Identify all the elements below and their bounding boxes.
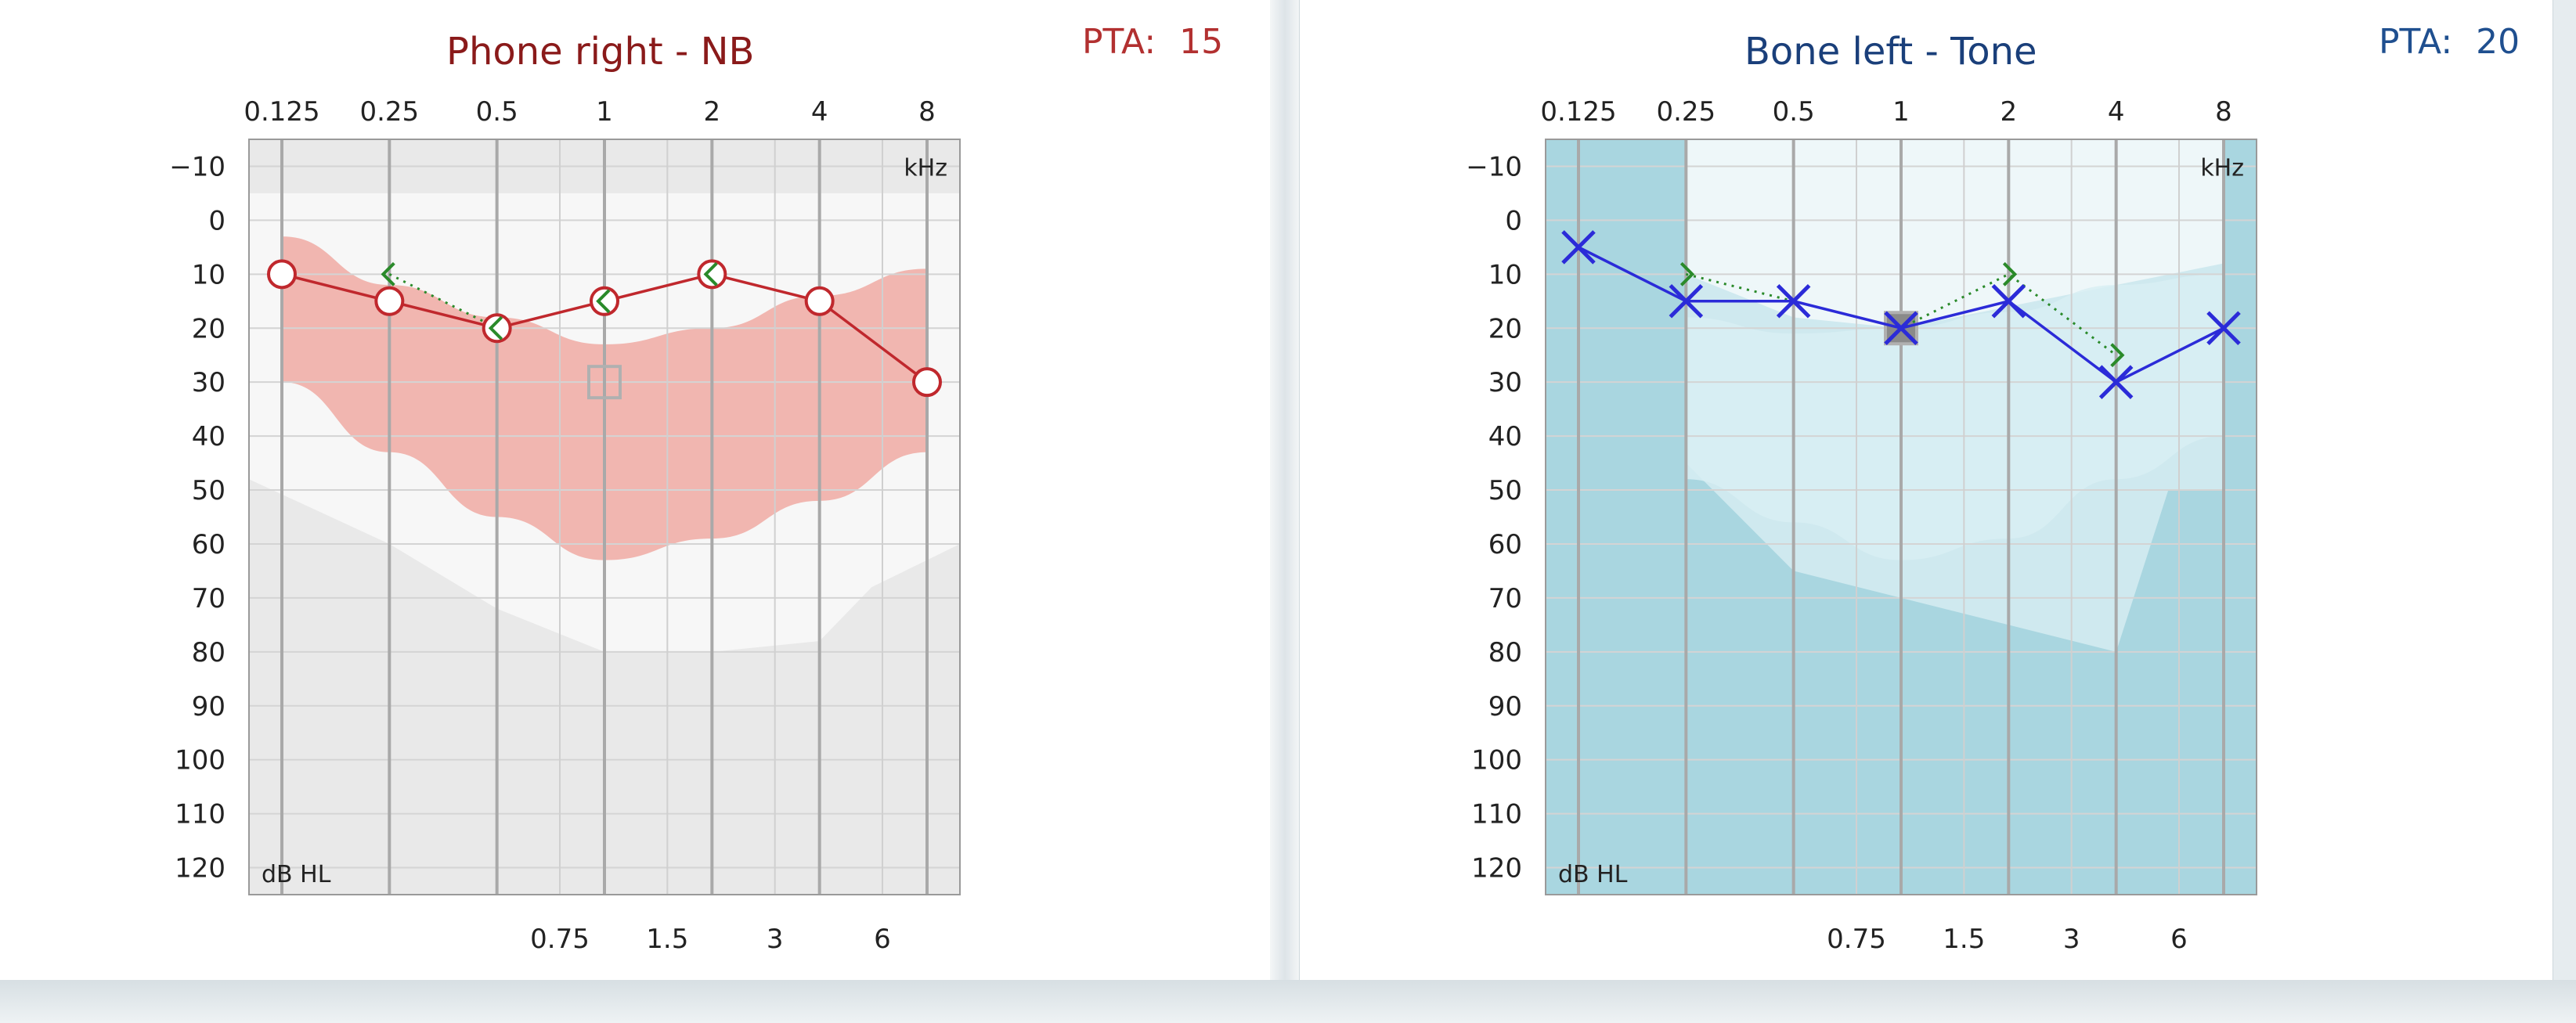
y-tick-label: 70 (1488, 583, 1522, 614)
threshold-marker-cross (1884, 311, 1918, 346)
y-tick-label: 20 (192, 313, 225, 344)
x-tick-label-bottom: 3 (2063, 924, 2080, 955)
x-tick-label-bottom: 3 (767, 924, 784, 955)
pta-value: 20 (2476, 22, 2520, 62)
pta-readout-right-ear: PTA: 15 (1082, 22, 1223, 62)
threshold-marker-circle (590, 286, 619, 316)
x-tick-label-top: 8 (2215, 96, 2232, 128)
masked-threshold-marker (2110, 343, 2125, 368)
x-tick-label-top: 0.125 (1540, 96, 1616, 128)
masked-threshold-marker (381, 261, 395, 286)
threshold-marker-circle (804, 286, 835, 316)
y-tick-label: 90 (192, 691, 225, 722)
y-tick-label: 0 (208, 205, 225, 236)
pta-label: PTA: (1082, 22, 1156, 62)
y-tick-label: 90 (1488, 691, 1522, 722)
y-tick-label: 10 (1488, 259, 1522, 290)
pta-label: PTA: (2379, 22, 2453, 62)
threshold-marker-circle (482, 313, 512, 344)
y-tick-label: 110 (1471, 799, 1522, 830)
threshold-marker-circle (267, 259, 297, 290)
x-tick-label-top: 0.5 (1773, 96, 1815, 128)
threshold-marker-circle (697, 259, 727, 290)
plot-border (248, 139, 961, 895)
x-tick-label-top: 0.5 (476, 96, 518, 128)
x-tick-label-top: 0.25 (359, 96, 419, 128)
threshold-marker-cross (1776, 284, 1811, 319)
x-unit-label: kHz (904, 154, 947, 182)
x-tick-label-bottom: 6 (2170, 924, 2188, 955)
y-tick-label: 60 (192, 529, 225, 560)
y-unit-label: dB HL (262, 861, 331, 888)
masked-threshold-marker (488, 315, 503, 340)
chart-title-bone-left: Bone left - Tone (1744, 30, 2037, 74)
bone-normal-region (1686, 139, 2224, 329)
y-unit-label: dB HL (1558, 861, 1628, 888)
x-unit-label: kHz (2200, 154, 2244, 182)
y-tick-label: 50 (192, 475, 225, 506)
y-tick-label: 110 (175, 799, 225, 830)
x-tick-label-top: 4 (811, 96, 828, 128)
x-tick-label-bottom: 1.5 (1943, 924, 1985, 955)
x-tick-label-top: 2 (704, 96, 721, 128)
y-tick-label: 30 (1488, 367, 1522, 398)
chart-title-phone-right: Phone right - NB (446, 30, 755, 74)
pta-value: 15 (1179, 22, 1224, 62)
x-tick-label-bottom: 1.5 (646, 924, 688, 955)
x-tick-label-bottom: 6 (874, 924, 891, 955)
y-tick-label: 60 (1488, 529, 1522, 560)
x-tick-label-top: 0.125 (244, 96, 319, 128)
threshold-marker-cross (2098, 365, 2134, 399)
masked-threshold-marker (703, 261, 718, 286)
panel-splitter[interactable] (1270, 0, 1300, 980)
y-tick-label: 30 (192, 367, 225, 398)
x-tick-label-top: 0.25 (1656, 96, 1716, 128)
x-tick-label-top: 8 (918, 96, 936, 128)
y-tick-label: 100 (175, 745, 225, 776)
y-tick-label: 100 (1471, 745, 1522, 776)
x-tick-label-top: 4 (2108, 96, 2125, 128)
y-tick-label: 80 (192, 637, 225, 668)
threshold-marker-circle (912, 367, 942, 398)
square-marker (587, 365, 622, 400)
x-tick-label-top: 1 (596, 96, 613, 128)
masked-threshold-marker (1679, 261, 1695, 286)
masked-threshold-marker (2002, 261, 2018, 286)
masked-threshold-marker (596, 289, 611, 314)
y-tick-label: −10 (1466, 151, 1522, 182)
y-tick-label: 80 (1488, 637, 1522, 668)
x-tick-label-bottom: 0.75 (530, 924, 590, 955)
threshold-marker-cross (2206, 311, 2241, 346)
y-tick-label: −10 (169, 151, 225, 182)
y-tick-label: 70 (192, 583, 225, 614)
threshold-marker-circle (374, 286, 405, 316)
x-tick-label-bottom: 0.75 (1827, 924, 1886, 955)
y-tick-label: 50 (1488, 475, 1522, 506)
y-tick-label: 20 (1488, 313, 1522, 344)
threshold-marker-cross (1561, 230, 1596, 265)
y-tick-label: 40 (192, 421, 225, 452)
speech-banana (1686, 274, 2224, 560)
threshold-marker-cross (1991, 284, 2026, 319)
y-tick-label: 10 (192, 259, 225, 290)
y-tick-label: 40 (1488, 421, 1522, 452)
y-tick-label: 120 (175, 853, 225, 884)
x-tick-label-top: 2 (2001, 96, 2018, 128)
pta-readout-left-ear: PTA: 20 (2379, 22, 2520, 62)
y-tick-label: 120 (1471, 853, 1522, 884)
bottom-scroll-strip (0, 980, 2576, 1023)
x-tick-label-top: 1 (1892, 96, 1910, 128)
y-tick-label: 0 (1505, 205, 1522, 236)
threshold-marker-cross (1669, 284, 1704, 319)
plot-border (1545, 139, 2257, 895)
